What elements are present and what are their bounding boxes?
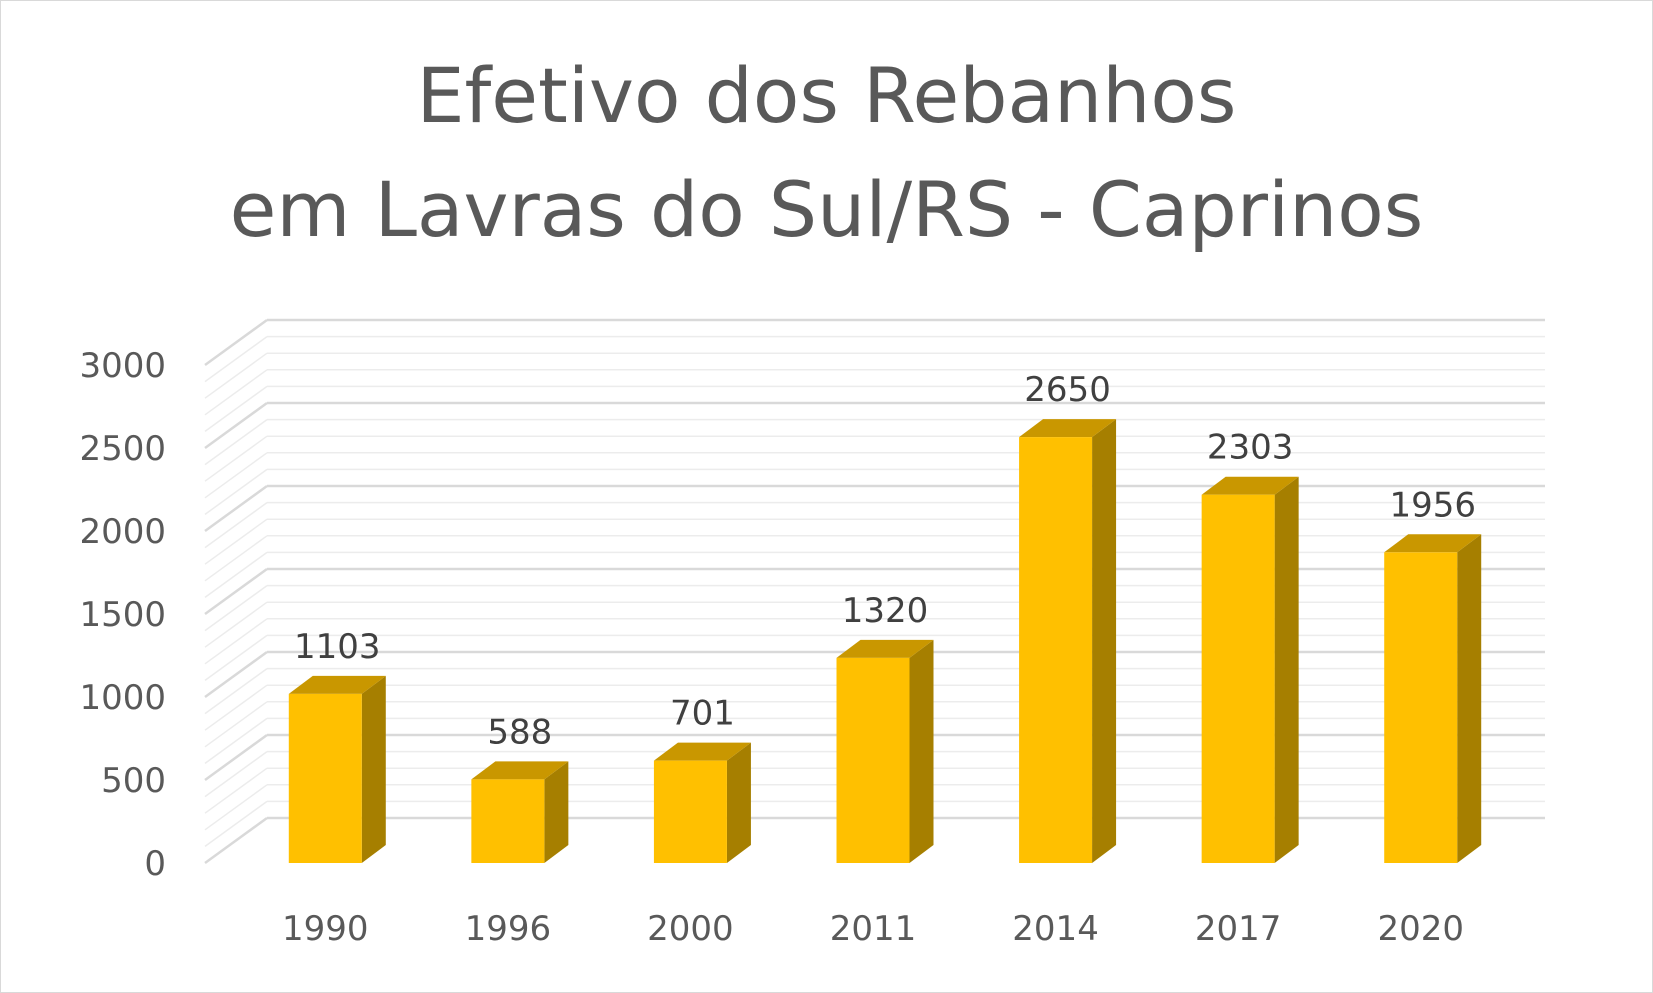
data-label: 2303	[1207, 428, 1294, 468]
bar-front	[1384, 552, 1458, 863]
bar-2014	[1019, 419, 1117, 863]
major-gridline-side	[204, 401, 268, 450]
minor-gridline-side	[204, 717, 268, 765]
minor-gridline-side	[204, 435, 268, 482]
minor-gridline-side	[204, 667, 268, 715]
bar-side	[544, 761, 569, 863]
x-axis-categories: 1990 1996 2000 2011 2014 2017 2020	[282, 909, 1464, 949]
minor-gridline-side	[204, 352, 268, 399]
bar-top	[1384, 534, 1482, 553]
bar-side	[909, 639, 934, 863]
major-gridline-side	[204, 650, 268, 699]
major-gridline-side	[204, 567, 268, 616]
bar-top	[288, 675, 386, 694]
data-label: 1320	[842, 591, 929, 631]
bar-2020	[1384, 534, 1482, 863]
bar-top	[471, 761, 569, 780]
x-category-label: 2014	[1012, 909, 1099, 949]
bar-top	[1019, 419, 1117, 438]
y-tick-label: 500	[101, 761, 166, 801]
minor-gridline-side	[204, 535, 268, 582]
bar-side	[1092, 419, 1117, 863]
x-category-label: 2011	[830, 909, 917, 949]
bar-top	[1201, 476, 1299, 495]
minor-gridline-side	[204, 501, 268, 549]
x-category-label: 2017	[1195, 909, 1282, 949]
data-label: 701	[670, 694, 735, 734]
minor-gridline-side	[204, 634, 268, 682]
data-label: 588	[487, 712, 552, 752]
minor-gridline-side	[204, 701, 268, 748]
data-label: 2650	[1024, 370, 1111, 410]
y-tick-label: 3000	[79, 346, 166, 386]
minor-gridline-side	[204, 551, 268, 599]
bar-front	[1019, 437, 1093, 863]
minor-gridline-side	[204, 684, 268, 731]
bar-1990	[288, 675, 386, 863]
y-tick-label: 1500	[79, 595, 166, 635]
minor-gridline-side	[204, 452, 268, 499]
minor-gridline-side	[204, 618, 268, 665]
chart-title-line-1: Efetivo dos Rebanhos	[416, 51, 1237, 140]
bar-2000	[653, 742, 751, 863]
x-category-label: 1990	[282, 909, 369, 949]
x-category-label: 1996	[465, 909, 552, 949]
major-gridline-side	[204, 816, 268, 865]
bar-1996	[471, 761, 569, 863]
chart-title-line-2: em Lavras do Sul/RS - Caprinos	[229, 165, 1424, 254]
y-tick-label: 2500	[79, 429, 166, 469]
data-label: 1103	[294, 627, 381, 667]
minor-gridline-side	[204, 784, 268, 831]
y-axis-ticks: 0 500 1000 1500 2000 2500 3000	[79, 346, 166, 884]
minor-gridline-side	[204, 385, 268, 433]
bar-front	[653, 760, 727, 863]
bar-front	[288, 693, 362, 863]
data-label: 1956	[1389, 485, 1476, 525]
minor-gridline-side	[204, 468, 268, 516]
minor-gridline-side	[204, 584, 268, 632]
y-tick-label: 1000	[79, 678, 166, 718]
y-tick-label: 2000	[79, 512, 166, 552]
bar-2011	[836, 639, 934, 863]
bar-side	[726, 742, 751, 863]
bar-front	[836, 657, 910, 863]
bar-side	[1274, 476, 1299, 863]
minor-gridline-side	[204, 800, 268, 848]
bar-front	[1201, 494, 1275, 863]
bar-front	[471, 779, 545, 863]
major-gridline-side	[204, 484, 268, 533]
bars	[288, 419, 1482, 863]
bar-side	[361, 675, 386, 863]
minor-gridline-side	[204, 418, 268, 466]
minor-gridline-side	[204, 518, 268, 565]
major-gridline-side	[204, 733, 268, 782]
bar-2017	[1201, 476, 1299, 863]
minor-gridline-side	[204, 601, 268, 648]
data-labels: 1103 588 701 1320 2650 2303 1956	[294, 370, 1476, 752]
minor-gridline-side	[204, 750, 268, 798]
bar-side	[1457, 534, 1482, 863]
bar-top	[653, 742, 751, 761]
y-tick-label: 0	[144, 844, 166, 884]
minor-gridline-side	[204, 767, 268, 814]
major-gridline-side	[204, 318, 268, 367]
x-category-label: 2020	[1377, 909, 1464, 949]
minor-gridline-side	[204, 335, 268, 383]
minor-gridline-side	[204, 369, 268, 416]
bar-top	[836, 639, 934, 658]
x-category-label: 2000	[647, 909, 734, 949]
